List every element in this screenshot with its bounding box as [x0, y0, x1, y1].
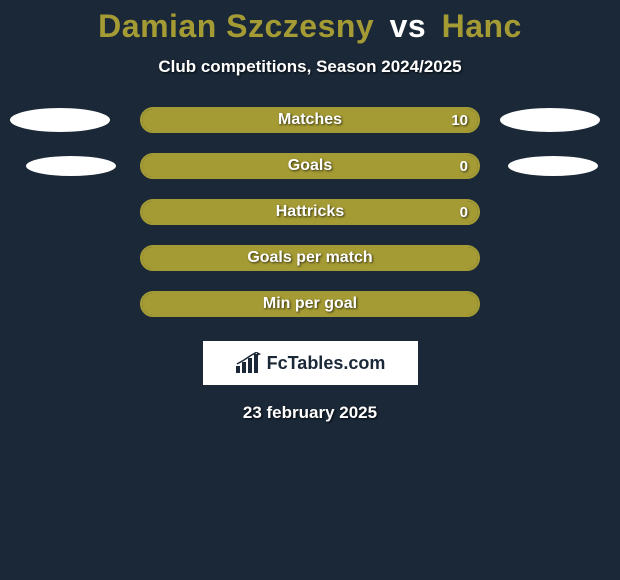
stat-row: Goals per match: [0, 245, 620, 271]
stat-bar: Goals 0: [140, 153, 480, 179]
logo-text: FcTables.com: [267, 353, 386, 374]
player1-marker: [10, 108, 110, 132]
comparison-card: Damian Szczesny vs Hanc Club competition…: [0, 0, 620, 423]
stat-row: Matches 10: [0, 107, 620, 133]
stat-bar: Min per goal: [140, 291, 480, 317]
stat-row: Goals 0: [0, 153, 620, 179]
stat-bar: Hattricks 0: [140, 199, 480, 225]
stat-bar: Goals per match: [140, 245, 480, 271]
stat-row: Hattricks 0: [0, 199, 620, 225]
stat-label: Min per goal: [263, 295, 357, 313]
stat-label: Goals: [288, 157, 332, 175]
stat-row: Min per goal: [0, 291, 620, 317]
stats-rows: Matches 10 Goals 0 Hattricks 0 Goals per match…: [0, 107, 620, 317]
date-label: 23 february 2025: [0, 403, 620, 423]
page-title: Damian Szczesny vs Hanc: [0, 8, 620, 45]
stat-value: 0: [460, 204, 468, 221]
subtitle: Club competitions, Season 2024/2025: [0, 57, 620, 77]
stat-value: 0: [460, 158, 468, 175]
player1-name: Damian Szczesny: [98, 8, 374, 44]
player1-marker: [26, 156, 116, 176]
stat-bar: Matches 10: [140, 107, 480, 133]
chart-icon: [235, 352, 261, 374]
player2-name: Hanc: [442, 8, 522, 44]
logo-box: FcTables.com: [203, 341, 418, 385]
player2-marker: [500, 108, 600, 132]
vs-label: vs: [390, 8, 427, 44]
stat-label: Hattricks: [276, 203, 344, 221]
stat-label: Matches: [278, 111, 342, 129]
stat-label: Goals per match: [247, 249, 372, 267]
stat-value: 10: [451, 112, 468, 129]
player2-marker: [508, 156, 598, 176]
